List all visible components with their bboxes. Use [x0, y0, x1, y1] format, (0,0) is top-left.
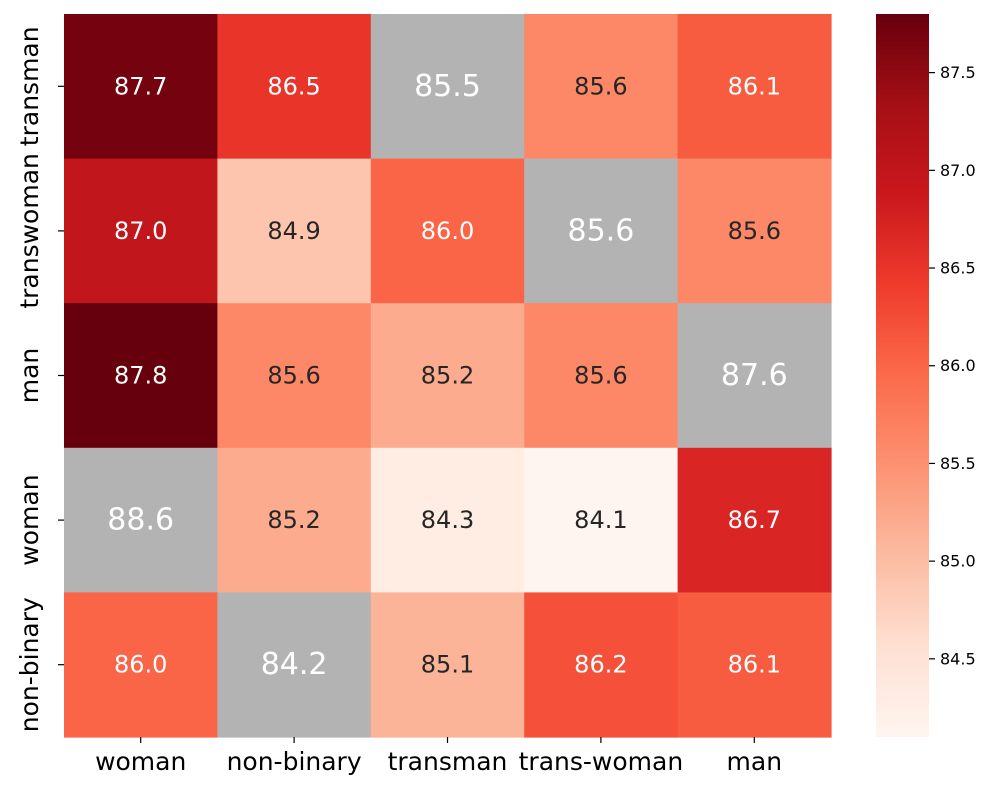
heatmap-cell [217, 14, 372, 160]
cell-value-label: 85.1 [421, 651, 474, 679]
heatmap-cell [370, 303, 525, 449]
x-tick-label: woman [95, 747, 186, 776]
colorbar-tick-label: 85.5 [940, 454, 976, 473]
cell-value-label: 85.5 [414, 69, 481, 104]
cell-value-label: 86.1 [728, 651, 781, 679]
cell-value-label: 85.2 [267, 506, 320, 534]
cell-value-label: 86.0 [114, 651, 167, 679]
cell-value-label: 86.0 [421, 217, 474, 245]
heatmap-cell [64, 447, 218, 593]
colorbar-ticks: 84.5 85.0 85.5 86.0 86.5 87.0 87.5 [929, 63, 976, 668]
y-tick-label: transman [15, 26, 44, 146]
y-tick-label: non-binary [15, 597, 44, 732]
x-tick-label: non-binary [227, 747, 362, 776]
cell-value-label: 84.1 [574, 506, 627, 534]
heatmap-cell [677, 592, 832, 738]
heatmap-cell [370, 14, 525, 160]
heatmap-cell [524, 592, 679, 738]
cell-value-label: 87.0 [114, 217, 167, 245]
heatmap-cell [677, 14, 832, 160]
heatmap-cell [524, 303, 679, 449]
heatmap-cell [524, 447, 679, 593]
cell-value-label: 86.2 [574, 651, 627, 679]
heatmap-cell [217, 592, 372, 738]
heatmap-cell [217, 303, 372, 449]
heatmap-cell [370, 447, 525, 593]
y-tick-label: transwoman [15, 153, 44, 309]
colorbar-tick-label: 85.0 [940, 552, 976, 571]
heatmap-cell [524, 14, 679, 160]
x-tick-label: trans-woman [519, 747, 684, 776]
cell-value-label: 85.6 [267, 362, 320, 390]
cell-value-label: 85.6 [568, 213, 635, 248]
cell-value-label: 85.6 [574, 362, 627, 390]
colorbar-tick-label: 87.5 [940, 63, 976, 82]
cell-value-label: 87.6 [721, 358, 788, 393]
cell-value-label: 85.6 [728, 217, 781, 245]
cell-value-label: 87.7 [114, 72, 167, 100]
cell-value-label: 86.1 [728, 72, 781, 100]
colorbar-tick-label: 87.0 [940, 161, 976, 180]
heatmap-cells: 87.7 86.5 85.5 85.6 86.1 87.0 84.9 86.0 85.6 85.6… [64, 14, 832, 738]
heatmap-cell [64, 14, 218, 160]
heatmap-cell [524, 158, 679, 304]
heatmap-cell [64, 158, 218, 304]
cell-value-label: 84.2 [261, 647, 328, 682]
x-tick-label: transman [388, 747, 508, 776]
cell-value-label: 84.3 [421, 506, 474, 534]
colorbar-tick-label: 86.5 [940, 259, 976, 278]
x-axis: woman non-binary transman trans-woman man [95, 737, 782, 776]
cell-value-label: 87.8 [114, 362, 167, 390]
y-tick-label: woman [15, 474, 44, 565]
cell-value-label: 88.6 [107, 503, 174, 538]
heatmap-cell [370, 158, 525, 304]
colorbar-tick-label: 86.0 [940, 356, 976, 375]
heatmap-cell [677, 303, 832, 449]
heatmap-cell [677, 447, 832, 593]
heatmap-cell [370, 592, 525, 738]
heatmap-cell [217, 158, 372, 304]
cell-value-label: 84.9 [267, 217, 320, 245]
colorbar-tick-label: 84.5 [940, 649, 976, 668]
cell-value-label: 86.7 [728, 506, 781, 534]
cell-value-label: 85.2 [421, 362, 474, 390]
y-tick-label: man [15, 348, 44, 404]
heatmap-cell [64, 592, 218, 738]
colorbar [876, 14, 929, 737]
cell-value-label: 85.6 [574, 72, 627, 100]
y-axis: transman transwoman man woman non-binary [15, 26, 64, 732]
heatmap-cell [217, 447, 372, 593]
heatmap-cell [64, 303, 218, 449]
heatmap-cell [677, 158, 832, 304]
x-tick-label: man [727, 747, 783, 776]
cell-value-label: 86.5 [267, 72, 320, 100]
